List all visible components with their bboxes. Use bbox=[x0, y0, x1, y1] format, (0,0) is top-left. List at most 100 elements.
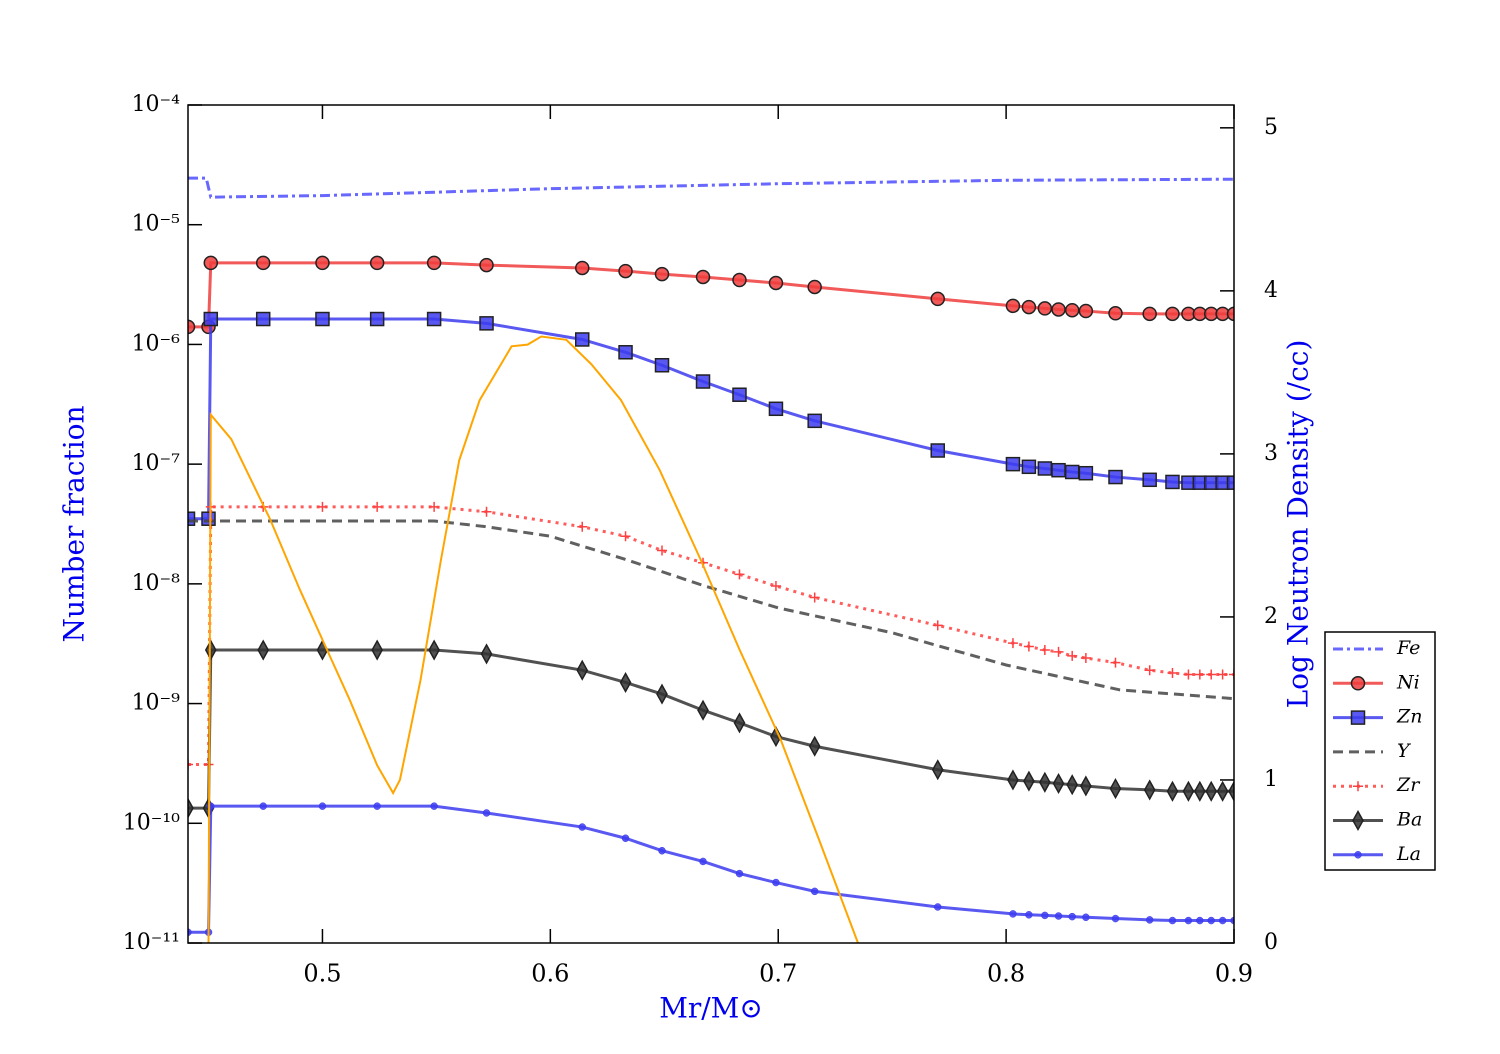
marker bbox=[735, 869, 744, 878]
y-tick-label: 10⁻¹⁰ bbox=[123, 810, 180, 835]
marker bbox=[732, 272, 747, 288]
marker bbox=[578, 823, 586, 831]
marker bbox=[1194, 669, 1205, 680]
marker bbox=[1009, 910, 1017, 918]
marker bbox=[574, 260, 590, 276]
marker bbox=[733, 712, 746, 734]
marker bbox=[695, 269, 711, 285]
marker bbox=[1217, 669, 1228, 680]
legend-label: Y bbox=[1397, 740, 1412, 762]
marker bbox=[1226, 306, 1234, 322]
series-line bbox=[188, 176, 1234, 199]
marker bbox=[770, 726, 782, 748]
marker bbox=[1183, 669, 1194, 680]
marker bbox=[1051, 302, 1066, 317]
marker bbox=[1054, 912, 1063, 920]
x-tick-label: 0.8 bbox=[987, 960, 1025, 988]
marker bbox=[1207, 916, 1215, 925]
marker bbox=[930, 443, 945, 458]
marker bbox=[1229, 669, 1234, 680]
marker bbox=[657, 545, 668, 556]
marker bbox=[1080, 775, 1092, 797]
y2-tick-label: 3 bbox=[1264, 441, 1278, 466]
marker bbox=[481, 506, 492, 517]
marker bbox=[429, 501, 440, 512]
marker bbox=[203, 255, 219, 271]
y-axis-label: Number fraction bbox=[58, 405, 91, 642]
marker bbox=[1005, 456, 1021, 472]
marker bbox=[695, 374, 711, 389]
marker bbox=[807, 413, 822, 429]
marker bbox=[1039, 645, 1050, 656]
y-tick-label: 10⁻⁵ bbox=[132, 212, 180, 237]
marker bbox=[809, 592, 820, 603]
marker bbox=[1206, 669, 1217, 680]
marker bbox=[315, 255, 330, 271]
marker bbox=[317, 501, 328, 512]
marker bbox=[1111, 914, 1120, 923]
marker bbox=[482, 809, 491, 817]
y-tick-label: 10⁻¹¹ bbox=[123, 930, 180, 955]
marker bbox=[1142, 306, 1157, 322]
marker bbox=[1165, 306, 1180, 322]
series-line bbox=[207, 335, 859, 943]
legend-label: Zn bbox=[1396, 706, 1422, 728]
marker bbox=[1182, 780, 1195, 802]
marker bbox=[430, 802, 438, 810]
marker bbox=[1109, 778, 1122, 800]
marker bbox=[808, 735, 821, 757]
marker bbox=[1216, 780, 1229, 802]
marker bbox=[373, 802, 381, 810]
marker bbox=[255, 255, 271, 271]
marker bbox=[699, 857, 707, 866]
marker bbox=[574, 332, 590, 347]
marker bbox=[479, 257, 494, 273]
marker bbox=[768, 401, 784, 417]
marker bbox=[479, 316, 494, 331]
marker bbox=[1218, 916, 1227, 925]
marker bbox=[1078, 465, 1094, 481]
x-tick-label: 0.9 bbox=[1215, 960, 1253, 988]
marker bbox=[654, 266, 670, 282]
marker bbox=[1023, 770, 1035, 792]
y-tick-label: 10⁻⁹ bbox=[132, 691, 181, 716]
marker bbox=[1053, 646, 1064, 657]
marker bbox=[658, 846, 666, 855]
marker bbox=[1350, 676, 1366, 691]
marker bbox=[257, 639, 270, 661]
x-tick-label: 0.6 bbox=[531, 960, 569, 988]
marker bbox=[1110, 657, 1121, 668]
marker bbox=[369, 311, 385, 327]
marker bbox=[1066, 774, 1079, 796]
y2-axis-label: Log Neutron Density (/cc) bbox=[1282, 340, 1315, 709]
marker bbox=[618, 263, 633, 279]
marker bbox=[656, 683, 668, 705]
y-tick-label: 10⁻⁴ bbox=[132, 92, 181, 117]
x-tick-label: 0.7 bbox=[759, 960, 797, 988]
legend-label: Ni bbox=[1396, 671, 1420, 693]
marker bbox=[577, 521, 588, 532]
marker bbox=[930, 291, 945, 307]
marker bbox=[732, 387, 747, 402]
marker bbox=[1353, 781, 1363, 792]
marker bbox=[697, 699, 709, 721]
y-tick-label: 10⁻⁷ bbox=[132, 451, 181, 476]
marker bbox=[1021, 459, 1037, 475]
marker bbox=[318, 802, 327, 810]
marker bbox=[1007, 638, 1018, 649]
marker bbox=[201, 511, 216, 526]
plot-area bbox=[188, 176, 1234, 943]
legend-label: Fe bbox=[1396, 637, 1420, 659]
marker bbox=[1078, 303, 1094, 319]
marker bbox=[807, 279, 822, 295]
y2-tick-label: 4 bbox=[1264, 278, 1278, 303]
marker bbox=[933, 903, 942, 911]
marker bbox=[1145, 916, 1154, 924]
marker bbox=[576, 659, 589, 681]
marker bbox=[315, 311, 330, 327]
marker bbox=[1108, 306, 1123, 321]
axes-frame bbox=[187, 104, 1235, 944]
marker bbox=[810, 887, 819, 896]
marker bbox=[654, 357, 670, 373]
